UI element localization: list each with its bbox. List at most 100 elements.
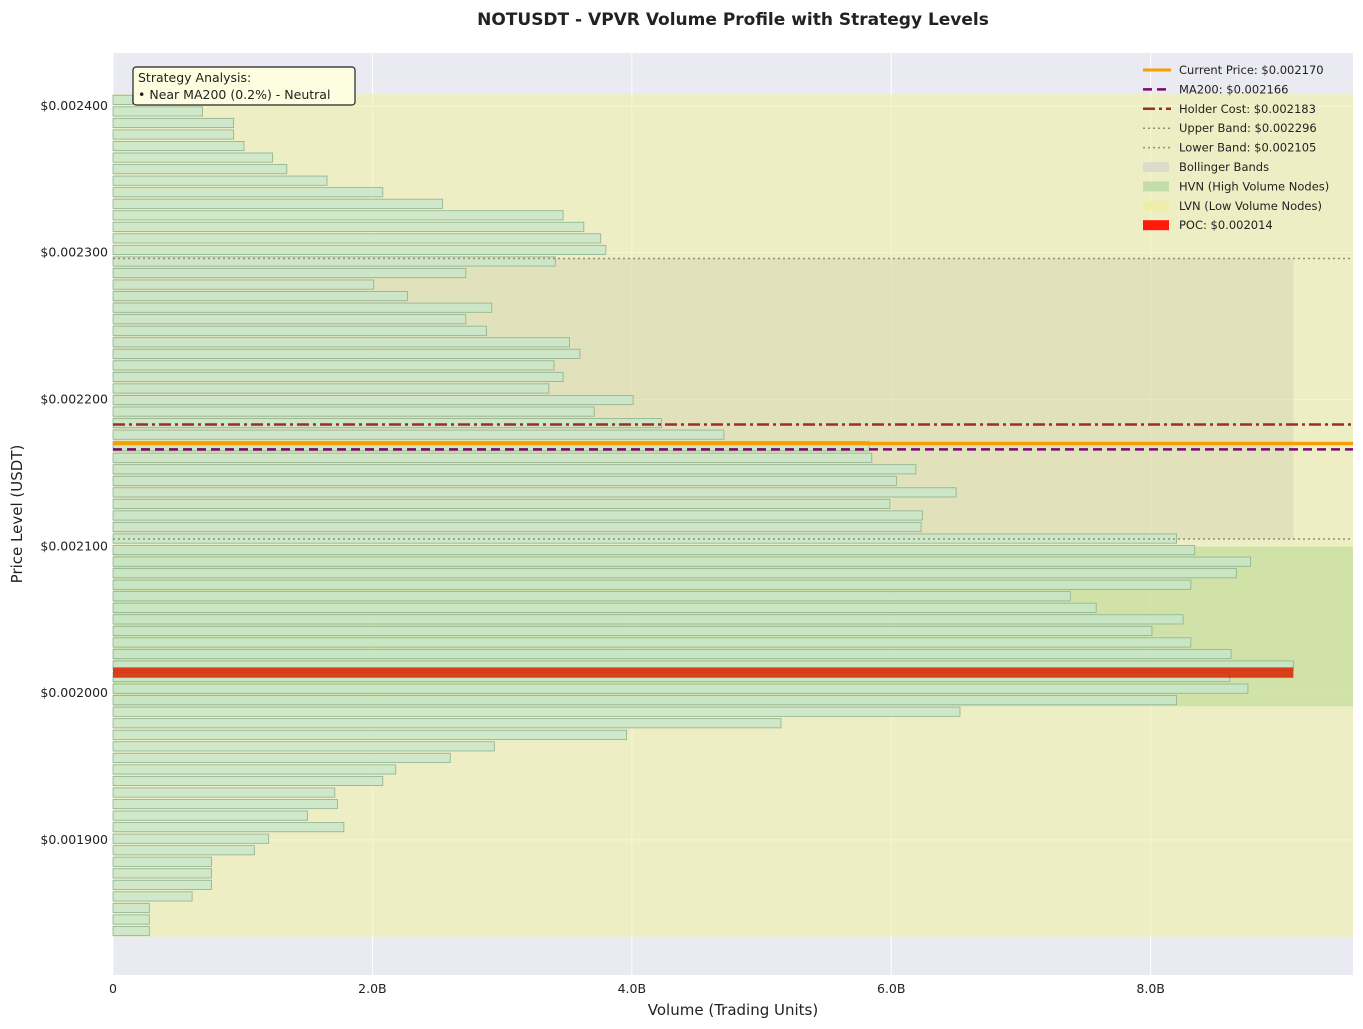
volume-bar <box>112 879 212 890</box>
volume-bar <box>112 625 1153 636</box>
volume-bar <box>112 498 891 509</box>
y-tick-label: $0.002100 <box>40 538 108 553</box>
analysis-box-frame <box>132 66 356 106</box>
volume-bar <box>112 648 1232 660</box>
x-tick-label: 8.0B <box>1136 981 1164 996</box>
volume-bar <box>112 741 495 752</box>
legend: Current Price: $0.002170 MA200: $0.002166… <box>1143 63 1329 232</box>
legend-label: Upper Band: $0.002296 <box>1179 121 1317 135</box>
y-axis-label: Price Level (USDT) <box>8 445 26 584</box>
volume-bar <box>112 891 193 902</box>
volume-bar <box>112 360 555 371</box>
volume-bar <box>112 510 923 521</box>
volume-bar <box>112 579 1192 590</box>
legend-label: MA200: $0.002166 <box>1179 82 1288 96</box>
legend-label: POC: $0.002014 <box>1179 218 1273 232</box>
y-tick-label: $0.002300 <box>40 245 108 260</box>
tick-labels: 0 2.0B 4.0B 6.0B 8.0B $0.001900 $0.002000 $0.00… <box>40 98 1165 996</box>
volume-bar <box>112 371 564 382</box>
legend-label: Current Price: $0.002170 <box>1179 63 1324 77</box>
volume-bar <box>112 383 550 394</box>
volume-bar <box>112 152 273 163</box>
x-tick-label: 2.0B <box>358 981 386 996</box>
volume-bar <box>112 545 1196 556</box>
legend-label: Holder Cost: $0.002183 <box>1179 102 1316 116</box>
chart-title: NOTUSDT - VPVR Volume Profile with Strat… <box>477 10 989 30</box>
x-tick-label: 0 <box>109 981 117 996</box>
legend-patch-swatch <box>1143 200 1169 211</box>
volume-bar <box>112 395 634 406</box>
volume-bar <box>112 429 725 440</box>
volume-bar <box>112 845 255 856</box>
volume-bar <box>112 568 1237 579</box>
volume-bar <box>112 706 961 717</box>
volume-bar <box>112 348 581 359</box>
volume-bar <box>112 406 595 417</box>
x-axis-label: Volume (Trading Units) <box>648 1001 818 1019</box>
legend-patch-swatch <box>1143 220 1169 231</box>
legend-patch-swatch <box>1143 181 1169 192</box>
volume-bar <box>112 637 1192 648</box>
volume-bar <box>112 718 782 729</box>
volume-bar <box>112 337 570 348</box>
volume-bar <box>112 914 150 925</box>
volume-bar <box>112 106 203 117</box>
volume-bar <box>112 210 564 221</box>
volume-bar <box>112 129 235 140</box>
volume-bar <box>112 902 150 913</box>
y-tick-label: $0.001900 <box>40 832 108 847</box>
volume-bar <box>112 302 493 313</box>
volume-bar <box>112 799 338 810</box>
volume-bar <box>112 810 308 821</box>
volume-bar <box>112 94 133 105</box>
x-tick-label: 6.0B <box>877 981 905 996</box>
y-tick-label: $0.002000 <box>40 685 108 700</box>
volume-bar <box>112 602 1097 613</box>
legend-label: Lower Band: $0.002105 <box>1179 141 1316 155</box>
volume-bar <box>112 683 1249 694</box>
volume-bar <box>112 244 607 255</box>
volume-bar <box>112 117 235 128</box>
volume-bar <box>112 187 384 198</box>
volume-bar <box>112 291 408 302</box>
volume-bars <box>112 94 1294 937</box>
analysis-heading: Strategy Analysis: <box>138 70 251 85</box>
volume-bar <box>112 521 922 533</box>
analysis-detail: • Near MA200 (0.2%) - Neutral <box>138 87 330 102</box>
volume-bar <box>112 418 663 429</box>
volume-bar <box>112 787 336 798</box>
y-tick-label: $0.002400 <box>40 98 108 113</box>
volume-bar <box>112 833 270 844</box>
volume-bar <box>112 464 917 475</box>
volume-bar <box>112 614 1184 625</box>
volume-bar <box>112 752 451 763</box>
volume-bar <box>112 475 897 486</box>
volume-bar <box>112 556 1251 567</box>
volume-bar <box>112 487 957 498</box>
volume-bar <box>112 325 487 336</box>
volume-bar <box>112 822 345 833</box>
volume-bar <box>112 268 467 279</box>
legend-patch-swatch <box>1143 162 1169 172</box>
volume-bar <box>112 868 212 879</box>
x-tick-label: 4.0B <box>618 981 646 996</box>
volume-bar <box>112 164 288 175</box>
volume-bar <box>112 591 1071 602</box>
y-tick-label: $0.002200 <box>40 391 108 406</box>
volume-bar <box>112 279 375 290</box>
volume-bar <box>112 221 585 232</box>
poc-bar <box>113 667 1294 678</box>
volume-bar <box>112 198 443 209</box>
legend-label: Bollinger Bands <box>1179 160 1269 174</box>
volume-bar <box>112 452 873 463</box>
volume-bar <box>112 233 602 244</box>
volume-bar <box>112 775 384 787</box>
volume-bar <box>112 175 328 186</box>
legend-label: HVN (High Volume Nodes) <box>1179 179 1329 193</box>
volume-bar <box>112 441 870 452</box>
volume-bar <box>112 926 150 937</box>
volume-bar <box>112 856 212 867</box>
volume-bar <box>112 695 1177 706</box>
volume-bar <box>112 764 397 775</box>
